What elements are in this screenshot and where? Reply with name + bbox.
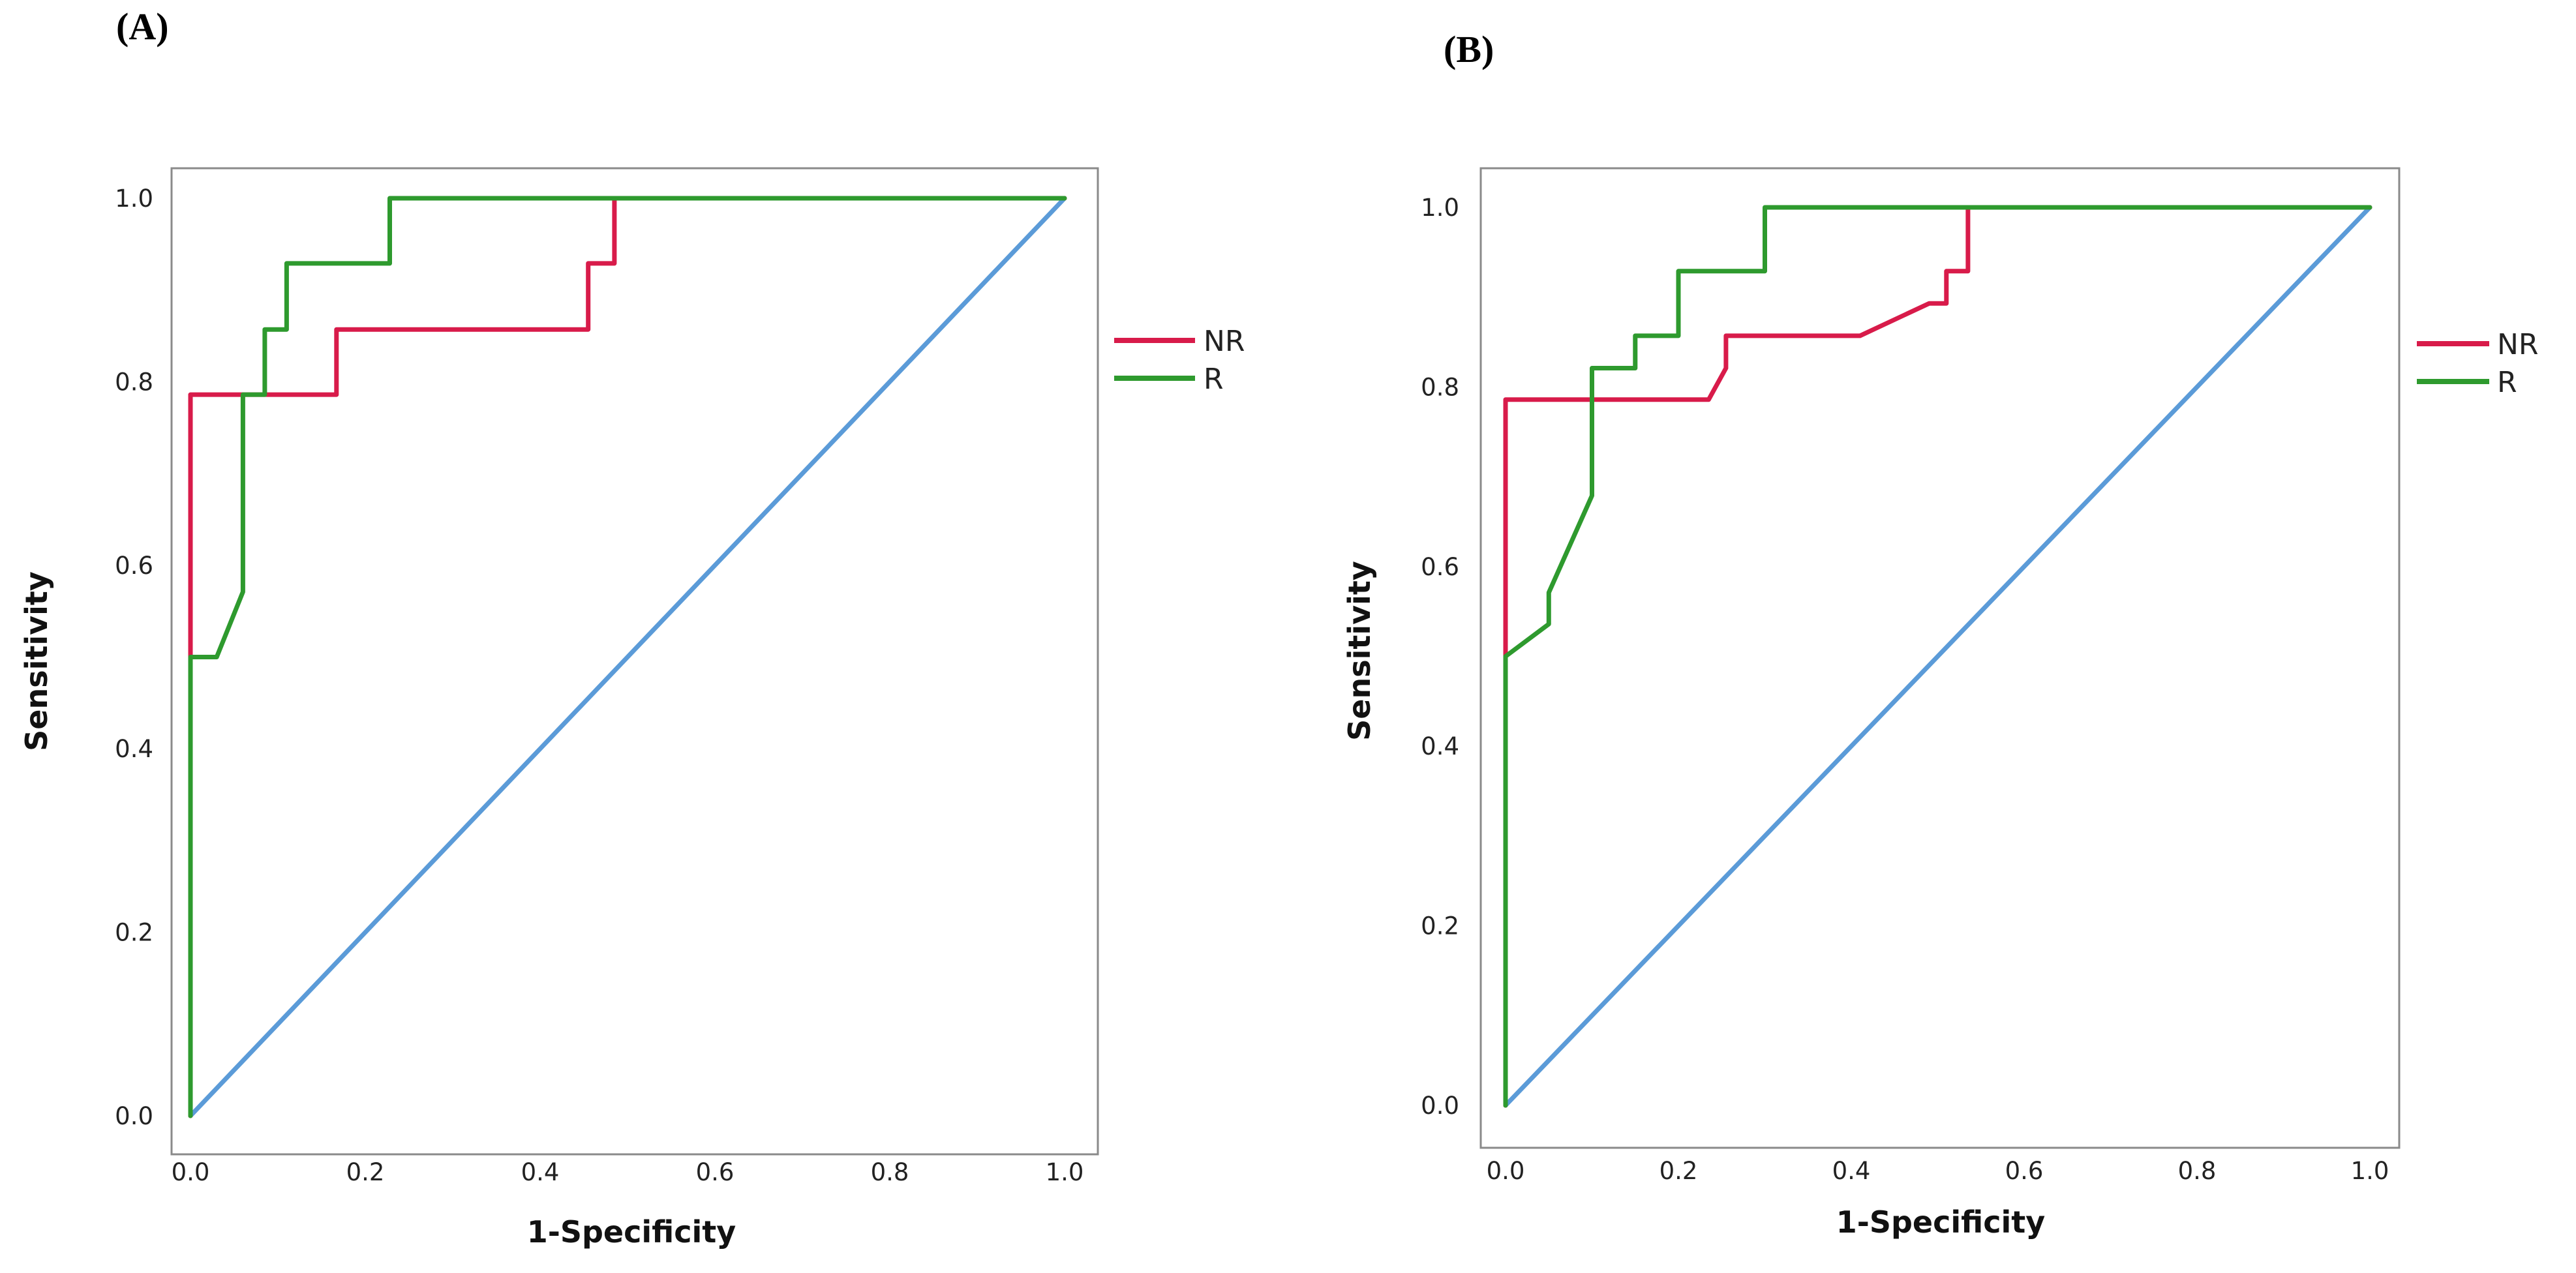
y-tick-label: 0.6 bbox=[115, 552, 153, 580]
series-line-nr bbox=[188, 196, 1067, 1118]
roc-panel-a: (A) 0.0 0.2 0.4 0.6 0.8 1.0 0.0 0.2 0.4 … bbox=[19, 5, 1245, 1250]
panel-label-b: (B) bbox=[1444, 28, 1494, 70]
y-tick-labels-a: 0.0 0.2 0.4 0.6 0.8 1.0 bbox=[115, 185, 153, 1130]
legend-label-nr: NR bbox=[1204, 325, 1245, 358]
x-tick-label: 0.0 bbox=[172, 1158, 210, 1186]
legend-label-r: R bbox=[2497, 366, 2517, 399]
y-tick-label: 0.8 bbox=[1421, 373, 1459, 401]
x-tick-labels-a: 0.0 0.2 0.4 0.6 0.8 1.0 bbox=[172, 1158, 1084, 1186]
roc-curves-b bbox=[1503, 205, 2372, 1108]
reference-line bbox=[188, 196, 1067, 1118]
x-tick-label: 0.8 bbox=[2178, 1157, 2217, 1185]
x-axis-title-b: 1-Specificity bbox=[1836, 1205, 2046, 1240]
plot-frame-b bbox=[1479, 167, 2401, 1149]
x-tick-label: 0.6 bbox=[2005, 1157, 2044, 1185]
x-axis-title-a: 1-Specificity bbox=[527, 1214, 736, 1250]
x-tick-labels-b: 0.0 0.2 0.4 0.6 0.8 1.0 bbox=[1487, 1157, 2389, 1185]
x-tick-label: 0.0 bbox=[1487, 1157, 1525, 1185]
legend-a: NR R bbox=[1114, 325, 1245, 396]
x-tick-label: 0.4 bbox=[1832, 1157, 1871, 1185]
y-tick-label: 0.8 bbox=[115, 368, 153, 396]
x-tick-label: 0.8 bbox=[871, 1158, 909, 1186]
y-tick-label: 1.0 bbox=[1421, 194, 1459, 222]
y-tick-label: 0.2 bbox=[115, 919, 153, 947]
roc-curves-a bbox=[188, 196, 1067, 1118]
y-tick-label: 0.0 bbox=[1421, 1092, 1459, 1120]
legend-label-nr: NR bbox=[2497, 328, 2539, 361]
reference-line bbox=[1503, 205, 2372, 1108]
x-tick-label: 0.4 bbox=[521, 1158, 560, 1186]
y-axis-title-a: Sensitivity bbox=[19, 571, 54, 751]
legend-label-r: R bbox=[1204, 363, 1224, 396]
series-line-nr bbox=[1503, 205, 2372, 1108]
series-line-r bbox=[188, 196, 1067, 1118]
y-tick-label: 0.0 bbox=[115, 1102, 153, 1130]
x-tick-label: 0.6 bbox=[696, 1158, 735, 1186]
y-tick-label: 0.6 bbox=[1421, 553, 1459, 581]
y-tick-label: 0.2 bbox=[1421, 912, 1459, 940]
legend-b: NR R bbox=[2417, 328, 2539, 399]
x-tick-label: 0.2 bbox=[1659, 1157, 1698, 1185]
series-line-r bbox=[1503, 205, 2372, 1108]
x-tick-label: 1.0 bbox=[1046, 1158, 1084, 1186]
x-tick-label: 0.2 bbox=[346, 1158, 385, 1186]
y-axis-title-b: Sensitivity bbox=[1342, 561, 1377, 741]
roc-panel-b: (B) 0.0 0.2 0.4 0.6 0.8 1.0 0.0 0.2 0.4 … bbox=[1342, 28, 2539, 1240]
plot-frame-a bbox=[170, 167, 1099, 1156]
panel-label-a: (A) bbox=[116, 5, 169, 48]
y-tick-label: 0.4 bbox=[115, 735, 153, 763]
y-tick-label: 0.4 bbox=[1421, 732, 1459, 760]
x-tick-label: 1.0 bbox=[2351, 1157, 2389, 1185]
y-tick-label: 1.0 bbox=[115, 185, 153, 213]
y-tick-labels-b: 0.0 0.2 0.4 0.6 0.8 1.0 bbox=[1421, 194, 1459, 1120]
